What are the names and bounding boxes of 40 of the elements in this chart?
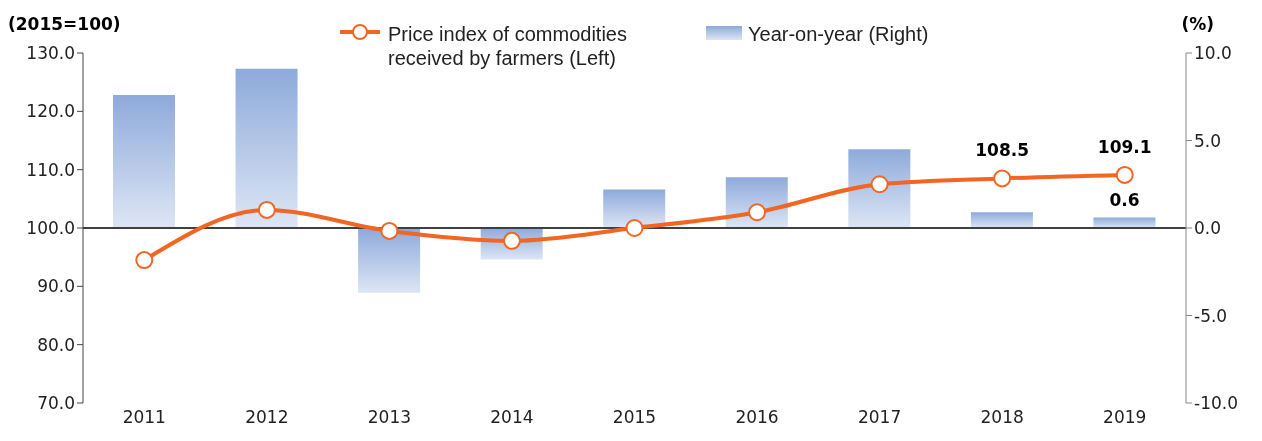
x-tick-label: 2011 [122, 407, 166, 428]
data-label: 109.1 [1097, 136, 1152, 157]
bar [113, 95, 175, 228]
y-tick-label: 110.0 [26, 159, 75, 180]
y2-axis-title: (%) [1181, 14, 1214, 34]
x-tick-label: 2017 [857, 407, 902, 428]
y-tick-label: 100.0 [26, 218, 75, 239]
data-label: 108.5 [975, 140, 1030, 161]
y2-tick-label: -10.0 [1194, 393, 1238, 414]
legend-label: Price index of commodities received by farmers (Left) [388, 22, 628, 70]
point [870, 175, 889, 194]
y-tick-label: 130.0 [26, 43, 75, 64]
x-tick-label: 2019 [1103, 407, 1147, 428]
point [993, 169, 1012, 188]
y-tick-label: 90.0 [37, 276, 75, 297]
x-tick-label: 2014 [490, 407, 534, 428]
y2-tick-label: 0.0 [1194, 218, 1222, 239]
legend-label: Year-on-year (Right) [748, 22, 929, 46]
y-tick-label: 80.0 [37, 334, 75, 355]
x-tick-label: 2016 [735, 407, 779, 428]
bar [970, 212, 1033, 228]
y-tick-label: 70.0 [37, 393, 75, 414]
y2-tick-label: -5.0 [1194, 305, 1228, 326]
point [748, 203, 767, 222]
point [1115, 165, 1134, 184]
data-label: 0.6 [1109, 189, 1140, 210]
x-tick-label: 2015 [612, 407, 657, 428]
point [380, 221, 399, 240]
x-tick-label: 2018 [980, 407, 1024, 428]
bar [235, 68, 298, 228]
y-tick-label: 120.0 [26, 101, 75, 122]
bar [358, 228, 421, 293]
x-tick-label: 2013 [367, 407, 412, 428]
point [625, 219, 644, 237]
y2-tick-label: 10.0 [1194, 43, 1232, 64]
point [135, 251, 154, 270]
y2-tick-label: 5.0 [1194, 130, 1222, 151]
x-tick-label: 2012 [245, 407, 289, 428]
point [257, 200, 276, 219]
y-axis-title: (2015=100) [8, 14, 121, 34]
